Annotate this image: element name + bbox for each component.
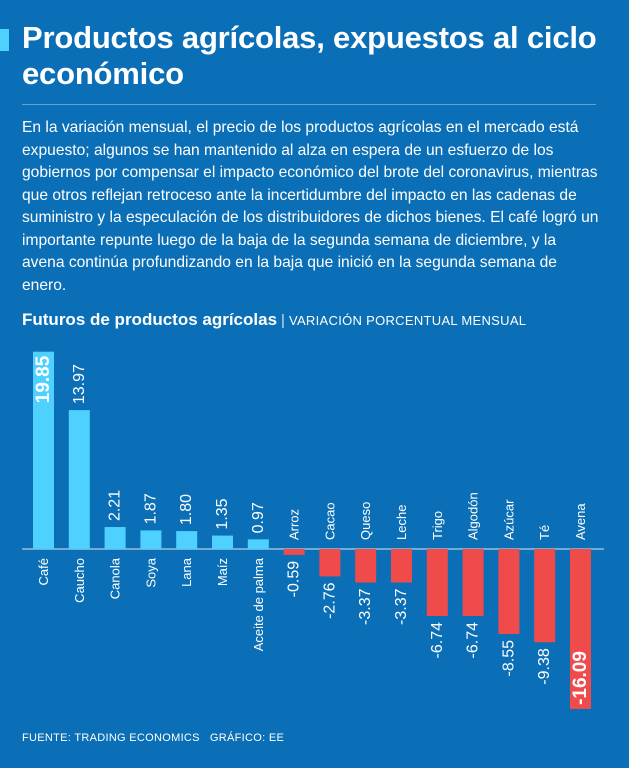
value-label-soya: 1.87 xyxy=(142,493,159,524)
bar-soya xyxy=(140,530,162,549)
footer-source: FUENTE: TRADING ECONOMICS xyxy=(22,732,200,744)
bar-chart: 19.85 Café 13.97 Caucho 2.21 Canola 1.87 Soya 1.… xyxy=(22,351,604,709)
category-label-caucho: Caucho xyxy=(72,558,87,603)
chart-heading-separator: | xyxy=(281,312,285,329)
category-label-soya: Soya xyxy=(143,557,158,587)
category-label-lana: Lana xyxy=(179,557,194,587)
category-label-queso: Queso xyxy=(358,502,373,540)
chart-heading: Futuros de productos agrícolas | VARIACIÓN… xyxy=(22,310,526,330)
bar-te xyxy=(534,549,556,643)
value-label-trigo: -6.74 xyxy=(429,622,446,659)
bar-avena xyxy=(570,549,591,709)
category-label-leche: Leche xyxy=(394,505,409,540)
footer: FUENTE: TRADING ECONOMICS GRÁFICO: EE xyxy=(22,732,284,744)
value-label-arroz: -0.59 xyxy=(286,561,303,598)
bar-leche xyxy=(391,549,412,583)
category-label-algodon: Algodón xyxy=(466,492,481,540)
category-label-te: Té xyxy=(537,525,552,540)
intro-paragraph: En la variación mensual, el precio de lo… xyxy=(22,119,599,294)
chart-title: Futuros de productos agrícolas xyxy=(22,310,278,329)
bar-arroz xyxy=(283,549,305,555)
value-label-te: -9.38 xyxy=(536,648,553,685)
category-label-cafe: Café xyxy=(36,558,51,585)
bar-aceite-de-palma xyxy=(247,539,269,549)
bar-algodon xyxy=(462,549,484,616)
title-accent-bar xyxy=(0,29,9,51)
bar-trigo xyxy=(426,549,448,616)
value-label-queso: -3.37 xyxy=(357,588,374,625)
category-label-arroz: Arroz xyxy=(287,509,302,540)
bar-canola xyxy=(104,527,126,549)
value-label-lana: 1.80 xyxy=(178,494,195,525)
category-label-aceite-de-palma: Aceite de palma xyxy=(251,557,266,651)
value-label-cacao: -2.76 xyxy=(321,582,338,619)
category-label-maiz: Maíz xyxy=(215,558,230,586)
chart-subtitle: VARIACIÓN PORCENTUAL MENSUAL xyxy=(288,313,527,328)
value-label-canola: 2.21 xyxy=(107,490,124,521)
value-label-maiz: 1.35 xyxy=(214,498,231,529)
value-label-azucar: -8.55 xyxy=(500,640,517,677)
footer-graphic: GRÁFICO: EE xyxy=(209,732,285,744)
value-label-algodon: -6.74 xyxy=(465,622,482,659)
bar-cafe xyxy=(33,351,54,549)
bar-caucho xyxy=(68,410,90,549)
category-label-canola: Canola xyxy=(108,557,123,599)
page-title: Productos agrícolas, expuestos al ciclo … xyxy=(22,20,597,91)
category-label-cacao: Cacao xyxy=(322,502,337,540)
value-label-avena: -16.09 xyxy=(570,651,591,705)
bar-cacao xyxy=(319,549,341,577)
category-label-trigo: Trigo xyxy=(430,511,445,540)
value-label-caucho: 13.97 xyxy=(71,364,88,404)
value-label-leche: -3.37 xyxy=(393,588,410,625)
category-label-avena: Avena xyxy=(573,503,588,540)
value-label-cafe: 19.85 xyxy=(33,355,54,403)
bar-maiz xyxy=(212,535,233,549)
category-label-azucar: Azúcar xyxy=(501,499,516,540)
bar-azucar xyxy=(498,549,520,634)
value-label-aceite-de-palma: 0.97 xyxy=(250,502,267,533)
bar-queso xyxy=(355,549,377,583)
title-divider xyxy=(22,104,596,105)
bar-lana xyxy=(176,531,198,549)
